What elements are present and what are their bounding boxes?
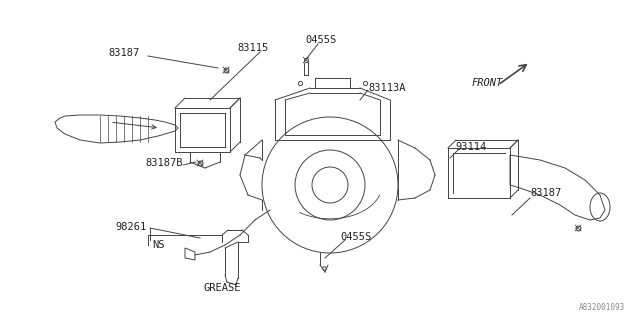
Text: 83187: 83187	[530, 188, 561, 198]
Text: 83113A: 83113A	[368, 83, 406, 93]
Text: 83187B: 83187B	[145, 158, 182, 168]
Text: NS: NS	[152, 240, 164, 250]
Text: 83187: 83187	[108, 48, 140, 58]
Text: 93114: 93114	[455, 142, 486, 152]
Text: 0455S: 0455S	[305, 35, 336, 45]
Text: 98261: 98261	[115, 222, 147, 232]
Text: FRONT: FRONT	[472, 78, 503, 88]
Text: 83115: 83115	[237, 43, 268, 53]
Text: A832001093: A832001093	[579, 303, 625, 312]
Text: GREASE: GREASE	[204, 283, 241, 293]
Text: 0455S: 0455S	[340, 232, 371, 242]
